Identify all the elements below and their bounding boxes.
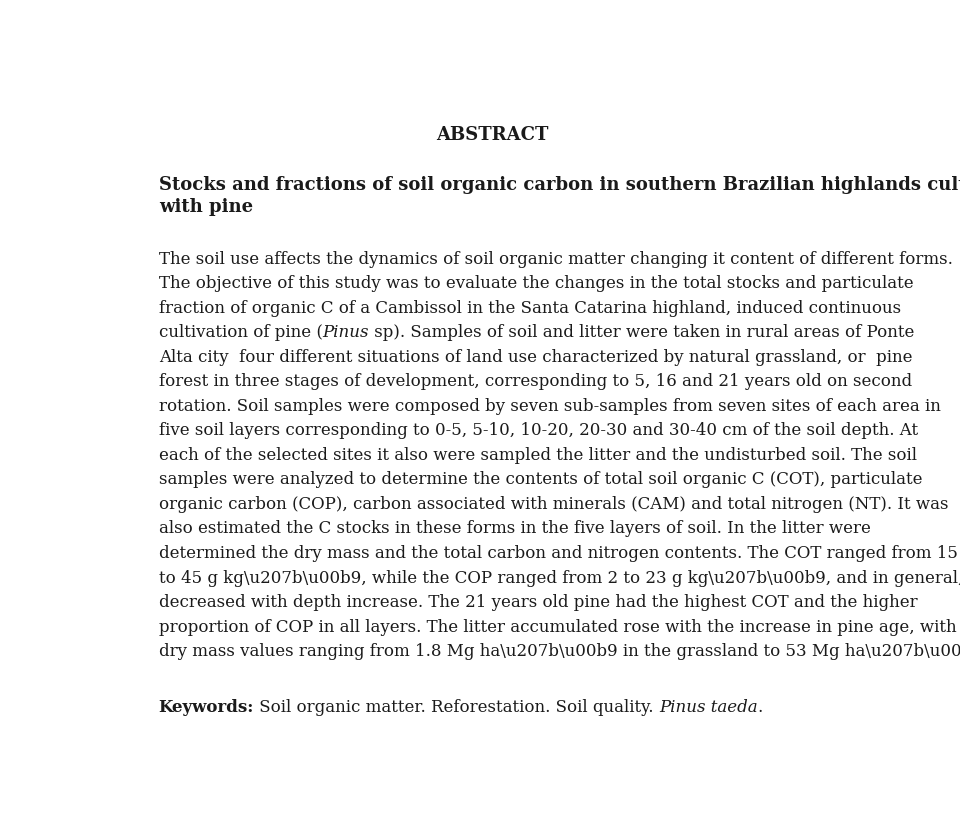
Text: Alta city  four different situations of land use characterized by natural grassl: Alta city four different situations of l… bbox=[158, 349, 912, 366]
Text: fraction of organic C of a Cambissol in the Santa Catarina highland, induced con: fraction of organic C of a Cambissol in … bbox=[158, 300, 900, 317]
Text: Pinus taeda: Pinus taeda bbox=[659, 699, 757, 716]
Text: with pine: with pine bbox=[158, 198, 252, 216]
Text: Pinus: Pinus bbox=[323, 324, 369, 342]
Text: each of the selected sites it also were sampled the litter and the undisturbed s: each of the selected sites it also were … bbox=[158, 447, 917, 464]
Text: rotation. Soil samples were composed by seven sub-samples from seven sites of ea: rotation. Soil samples were composed by … bbox=[158, 398, 941, 415]
Text: decreased with depth increase. The 21 years old pine had the highest COT and the: decreased with depth increase. The 21 ye… bbox=[158, 594, 918, 611]
Text: Keywords:: Keywords: bbox=[158, 699, 254, 716]
Text: The objective of this study was to evaluate the changes in the total stocks and : The objective of this study was to evalu… bbox=[158, 275, 913, 292]
Text: cultivation of pine (: cultivation of pine ( bbox=[158, 324, 323, 342]
Text: also estimated the C stocks in these forms in the five layers of soil. In the li: also estimated the C stocks in these for… bbox=[158, 520, 871, 538]
Text: forest in three stages of development, corresponding to 5, 16 and 21 years old o: forest in three stages of development, c… bbox=[158, 373, 912, 390]
Text: Soil organic matter. Reforestation. Soil quality.: Soil organic matter. Reforestation. Soil… bbox=[254, 699, 659, 716]
Text: .: . bbox=[757, 699, 762, 716]
Text: Stocks and fractions of soil organic carbon in southern Brazilian highlands cult: Stocks and fractions of soil organic car… bbox=[158, 175, 960, 194]
Text: samples were analyzed to determine the contents of total soil organic C (COT), p: samples were analyzed to determine the c… bbox=[158, 471, 923, 489]
Text: dry mass values ranging from 1.8 Mg ha\u207b\u00b9 in the grassland to 53 Mg ha\: dry mass values ranging from 1.8 Mg ha\u… bbox=[158, 643, 960, 660]
Text: ABSTRACT: ABSTRACT bbox=[436, 126, 548, 144]
Text: determined the dry mass and the total carbon and nitrogen contents. The COT rang: determined the dry mass and the total ca… bbox=[158, 545, 957, 562]
Text: to 45 g kg\u207b\u00b9, while the COP ranged from 2 to 23 g kg\u207b\u00b9, and : to 45 g kg\u207b\u00b9, while the COP ra… bbox=[158, 570, 960, 586]
Text: proportion of COP in all layers. The litter accumulated rose with the increase i: proportion of COP in all layers. The lit… bbox=[158, 619, 956, 635]
Text: organic carbon (COP), carbon associated with minerals (CAM) and total nitrogen (: organic carbon (COP), carbon associated … bbox=[158, 496, 948, 513]
Text: five soil layers corresponding to 0-5, 5-10, 10-20, 20-30 and 30-40 cm of the so: five soil layers corresponding to 0-5, 5… bbox=[158, 423, 918, 439]
Text: The soil use affects the dynamics of soil organic matter changing it content of : The soil use affects the dynamics of soi… bbox=[158, 251, 952, 268]
Text: sp). Samples of soil and litter were taken in rural areas of Ponte: sp). Samples of soil and litter were tak… bbox=[369, 324, 915, 342]
